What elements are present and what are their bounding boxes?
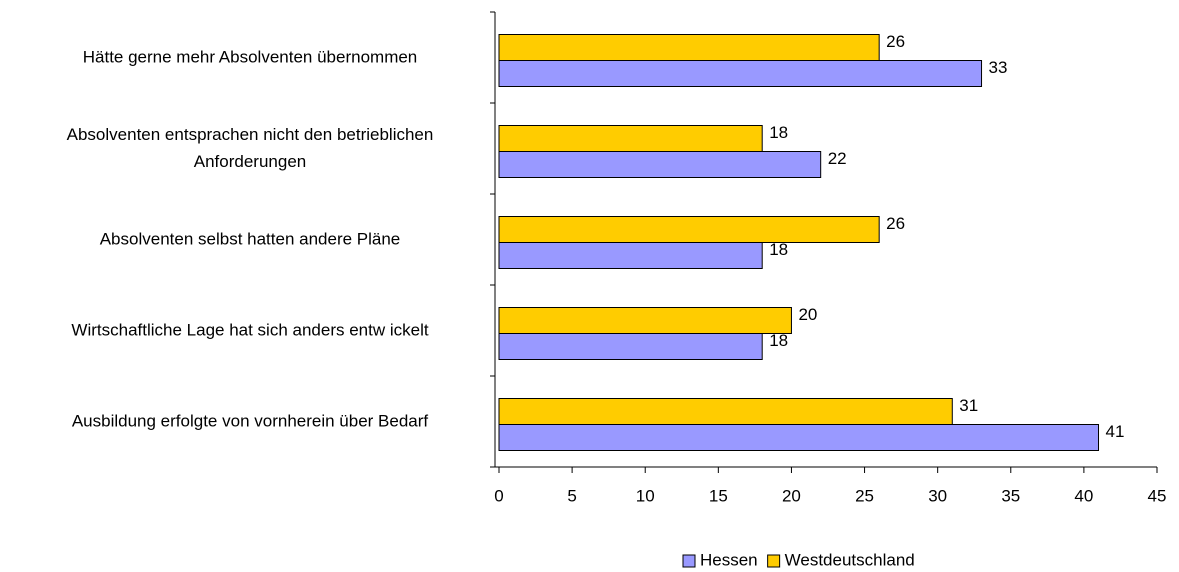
bar <box>498 60 983 87</box>
x-tick-label: 40 <box>1074 486 1093 505</box>
bar <box>498 151 822 178</box>
bar <box>498 125 763 152</box>
legend-swatch <box>682 554 696 568</box>
data-label: 33 <box>989 58 1008 77</box>
category-label: Absolventen selbst hatten andere Pläne <box>99 229 401 248</box>
data-label: 41 <box>1106 422 1125 441</box>
data-label: 26 <box>886 214 905 233</box>
bar <box>498 307 792 334</box>
category-label: Absolventen entsprachen nicht den betrie… <box>66 124 434 171</box>
x-tick-label: 30 <box>928 486 947 505</box>
category-label: Wirtschaftliche Lage hat sich anders ent… <box>71 320 429 339</box>
x-tick-label: 20 <box>782 486 801 505</box>
legend-swatch <box>767 554 781 568</box>
x-tick-label: 45 <box>1148 486 1167 505</box>
data-label: 18 <box>769 331 788 350</box>
x-tick-label: 35 <box>1001 486 1020 505</box>
data-label: 18 <box>769 240 788 259</box>
x-tick-label: 10 <box>636 486 655 505</box>
x-tick-label: 25 <box>855 486 874 505</box>
legend-label: Hessen <box>700 550 758 569</box>
data-label: 18 <box>769 123 788 142</box>
bar <box>498 216 880 243</box>
category-label: Ausbildung erfolgte von vornherein über … <box>71 411 429 430</box>
data-label: 22 <box>828 149 847 168</box>
x-tick-label: 15 <box>709 486 728 505</box>
bar <box>498 424 1100 451</box>
bar <box>498 242 763 269</box>
data-label: 26 <box>886 32 905 51</box>
bar <box>498 34 880 61</box>
bar <box>498 398 953 425</box>
data-label: 31 <box>959 396 978 415</box>
x-tick-label: 5 <box>567 486 576 505</box>
data-label: 20 <box>798 305 817 324</box>
bar <box>498 333 763 360</box>
x-tick-label: 0 <box>494 486 503 505</box>
legend-label: Westdeutschland <box>785 550 915 569</box>
category-label: Hätte gerne mehr Absolventen übernommen <box>82 47 418 66</box>
